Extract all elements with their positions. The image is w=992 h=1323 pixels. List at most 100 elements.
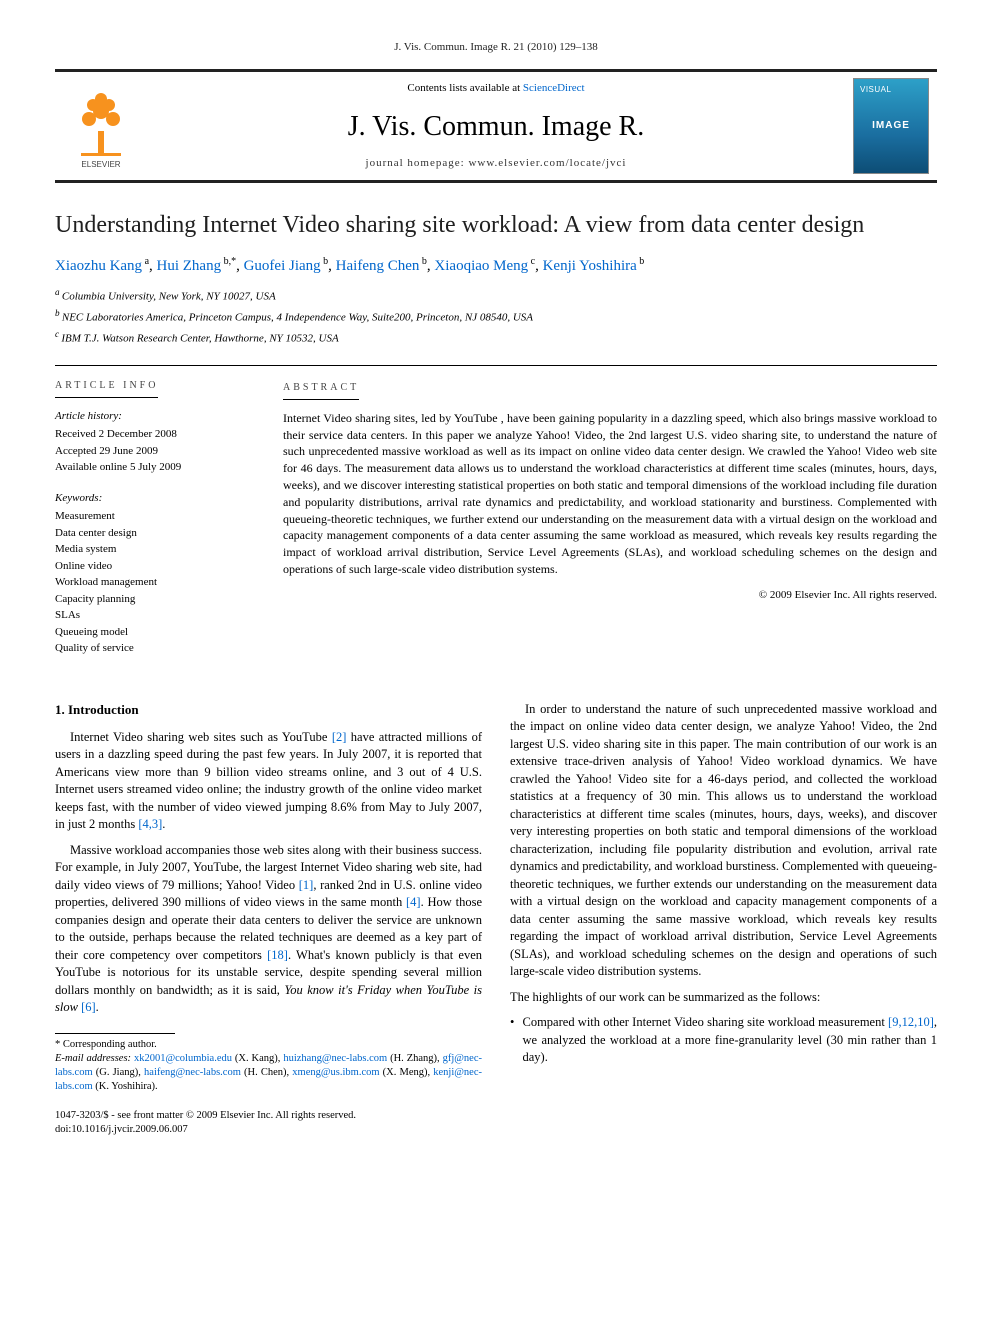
keyword: Capacity planning (55, 591, 255, 608)
cover-text-visual: VISUAL (860, 85, 891, 96)
affil-tag: c (55, 329, 61, 339)
body-two-column: 1. Introduction Internet Video sharing w… (55, 701, 937, 1095)
footnote-separator (55, 1033, 175, 1034)
keyword: Measurement (55, 508, 255, 525)
keyword: Data center design (55, 525, 255, 542)
bullet-text-a: Compared with other Internet Video shari… (523, 1015, 889, 1029)
author-email-link[interactable]: xk2001@columbia.edu (134, 1053, 232, 1064)
author-name-link[interactable]: Guofei Jiang (244, 258, 321, 274)
cover-text-image: IMAGE (872, 119, 910, 133)
p2-text-e: . (96, 1000, 99, 1014)
cite-link-1[interactable]: [1] (299, 878, 314, 892)
homepage-url: www.elsevier.com/locate/jvci (468, 157, 626, 169)
author-name-link[interactable]: Kenji Yoshihira (543, 258, 637, 274)
corr-star-line: * Corresponding author. (55, 1038, 482, 1052)
author: Kenji Yoshihira b (543, 258, 645, 274)
highlight-item: Compared with other Internet Video shari… (510, 1014, 937, 1067)
keyword: Online video (55, 558, 255, 575)
p1-text-c: . (162, 817, 165, 831)
section-heading-introduction: 1. Introduction (55, 701, 482, 719)
history-line: Received 2 December 2008 (55, 426, 255, 443)
affil-tag: b (55, 308, 62, 318)
contents-line: Contents lists available at ScienceDirec… (157, 81, 835, 96)
journal-homepage: journal homepage: www.elsevier.com/locat… (157, 156, 835, 171)
keyword: Queueing model (55, 624, 255, 641)
page-footer: 1047-3203/$ - see front matter © 2009 El… (55, 1109, 937, 1137)
banner-center: Contents lists available at ScienceDirec… (157, 78, 835, 174)
article-title: Understanding Internet Video sharing sit… (55, 209, 937, 241)
journal-title: J. Vis. Commun. Image R. (157, 108, 835, 146)
keyword: Workload management (55, 574, 255, 591)
author-name-link[interactable]: Xiaoqiao Meng (434, 258, 528, 274)
author: Haifeng Chen b (336, 258, 427, 274)
author-affil-sup: b,* (221, 256, 236, 267)
author-name-link[interactable]: Haifeng Chen (336, 258, 420, 274)
history-line: Available online 5 July 2009 (55, 459, 255, 476)
highlights-list: Compared with other Internet Video shari… (510, 1014, 937, 1067)
author-list: Xiaozhu Kang a, Hui Zhang b,*, Guofei Ji… (55, 255, 937, 276)
keyword: Quality of service (55, 640, 255, 657)
publisher-logo-block: ELSEVIER (55, 78, 147, 174)
author: Hui Zhang b,* (157, 258, 237, 274)
front-matter-line: 1047-3203/$ - see front matter © 2009 El… (55, 1109, 356, 1123)
publisher-name: ELSEVIER (81, 160, 120, 169)
article-info-column: article info Article history: Received 2… (55, 378, 255, 671)
abstract-copyright: © 2009 Elsevier Inc. All rights reserved… (283, 588, 937, 603)
cite-link-4[interactable]: [4] (406, 895, 421, 909)
journal-banner: ELSEVIER Contents lists available at Sci… (55, 69, 937, 183)
abstract-text: Internet Video sharing sites, led by You… (283, 410, 937, 578)
affil-tag: a (55, 287, 62, 297)
sciencedirect-link[interactable]: ScienceDirect (523, 82, 585, 94)
intro-paragraph-2: Massive workload accompanies those web s… (55, 842, 482, 1017)
history-line: Accepted 29 June 2009 (55, 443, 255, 460)
contents-prefix: Contents lists available at (407, 82, 522, 94)
author-affil-sup: b (637, 256, 645, 267)
page: J. Vis. Commun. Image R. 21 (2010) 129–1… (0, 0, 992, 1167)
doi-line: doi:10.1016/j.jvcir.2009.06.007 (55, 1123, 356, 1137)
running-head: J. Vis. Commun. Image R. 21 (2010) 129–1… (55, 40, 937, 55)
cite-link-2[interactable]: [2] (332, 730, 347, 744)
article-history-block: Article history: Received 2 December 200… (55, 408, 255, 476)
cover-thumb-block: VISUAL IMAGE (845, 78, 937, 174)
cite-link-9-12-10[interactable]: [9,12,10] (888, 1015, 934, 1029)
cite-link-6[interactable]: [6] (78, 1000, 96, 1014)
abstract-column: abstract Internet Video sharing sites, l… (283, 378, 937, 671)
keyword: Media system (55, 541, 255, 558)
cite-link-18[interactable]: [18] (267, 948, 288, 962)
intro-paragraph-1: Internet Video sharing web sites such as… (55, 729, 482, 834)
homepage-prefix: journal homepage: (366, 157, 469, 169)
author: Xiaoqiao Meng c (434, 258, 535, 274)
cite-link-4-3[interactable]: [4,3] (138, 817, 162, 831)
author-affil-sup: b (321, 256, 329, 267)
elsevier-tree-icon: ELSEVIER (61, 81, 141, 171)
abstract-heading: abstract (283, 381, 359, 400)
emails-label: E-mail addresses: (55, 1053, 134, 1064)
keywords-block: Keywords: MeasurementData center designM… (55, 490, 255, 657)
author-affil-sup: b (419, 256, 427, 267)
footer-left: 1047-3203/$ - see front matter © 2009 El… (55, 1109, 356, 1137)
author-affil-sup: a (142, 256, 149, 267)
keyword: SLAs (55, 607, 255, 624)
author-affil-sup: c (528, 256, 535, 267)
author-email-link[interactable]: kenji@nec-labs.com (55, 1067, 482, 1092)
author-email-link[interactable]: xmeng@us.ibm.com (292, 1067, 379, 1078)
affiliation-line: a Columbia University, New York, NY 1002… (55, 286, 937, 306)
p1-text-b: have attracted millions of users in a da… (55, 730, 482, 832)
p1-text-a: Internet Video sharing web sites such as… (70, 730, 332, 744)
corresponding-author-note: * Corresponding author. E-mail addresses… (55, 1038, 482, 1095)
affiliation-line: c IBM T.J. Watson Research Center, Hawth… (55, 328, 937, 348)
author: Guofei Jiang b (244, 258, 329, 274)
article-meta-row: article info Article history: Received 2… (55, 365, 937, 671)
affiliation-line: b NEC Laboratories America, Princeton Ca… (55, 307, 937, 327)
author-email-link[interactable]: huizhang@nec-labs.com (283, 1053, 387, 1064)
intro-paragraph-3: In order to understand the nature of suc… (510, 701, 937, 981)
keywords-head: Keywords: (55, 490, 255, 507)
author: Xiaozhu Kang a (55, 258, 149, 274)
author-name-link[interactable]: Xiaozhu Kang (55, 258, 142, 274)
journal-cover-icon: VISUAL IMAGE (853, 78, 929, 174)
article-history-head: Article history: (55, 408, 255, 425)
affiliations: a Columbia University, New York, NY 1002… (55, 286, 937, 347)
author-name-link[interactable]: Hui Zhang (157, 258, 222, 274)
article-info-heading: article info (55, 379, 158, 398)
author-email-link[interactable]: haifeng@nec-labs.com (144, 1067, 241, 1078)
